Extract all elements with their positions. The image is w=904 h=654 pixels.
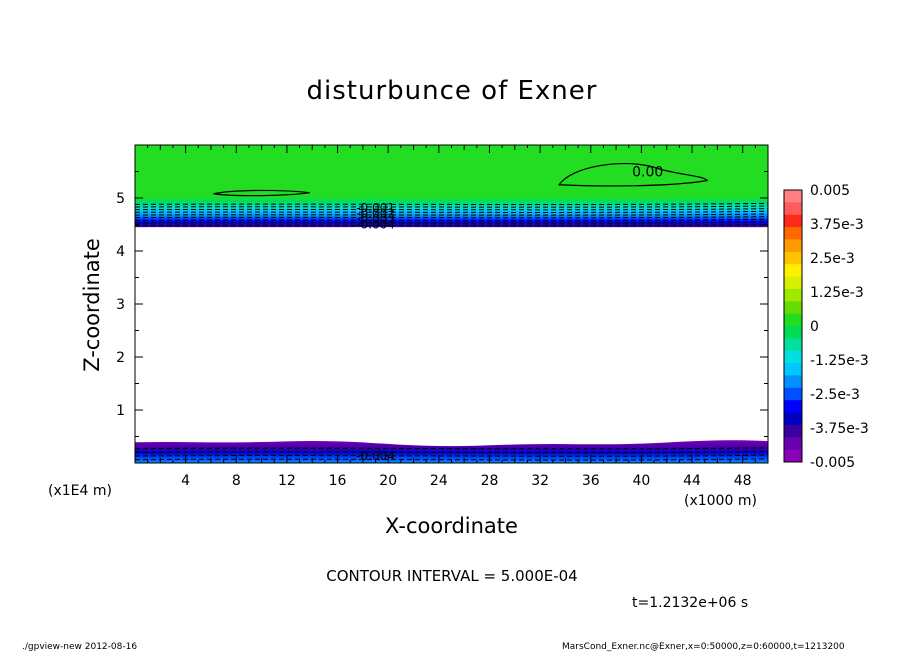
colorbar-swatch [784, 239, 802, 253]
contour-line [134, 450, 769, 454]
y-axis-unit: (x1E4 m) [48, 483, 112, 499]
contour-line [134, 454, 769, 457]
colorbar-swatch [784, 326, 802, 339]
contour-interval-label: CONTOUR INTERVAL = 5.000E-04 [326, 567, 578, 585]
contour-line [134, 202, 769, 206]
x-tick-label: 44 [683, 473, 701, 489]
zero-contour-right [558, 162, 709, 187]
contour-line [134, 218, 769, 221]
contour-line [134, 216, 769, 219]
colorbar-label: -2.5e-3 [810, 387, 860, 403]
colorbar-label: -1.25e-3 [810, 353, 869, 369]
colorbar-swatch [784, 387, 802, 401]
y-tick-label: 4 [116, 244, 125, 260]
x-tick-label: 40 [632, 473, 650, 489]
colorbar-swatch [784, 227, 802, 240]
y-tick-label: 1 [116, 403, 125, 419]
colorbar-label: 0 [810, 319, 819, 335]
y-tick-label: 2 [116, 350, 125, 366]
colorbar-swatch [784, 288, 802, 302]
x-axis-label: X-coordinate [385, 514, 518, 538]
contour-label: -0.001 [356, 201, 395, 215]
colorbar-swatch [784, 424, 802, 438]
colorbar-swatch [784, 449, 802, 463]
colorbar-frame [783, 189, 803, 463]
x-tick-label: 32 [531, 473, 549, 489]
footer-left: ./gpview-new 2012-08-16 [22, 642, 138, 652]
contour-line [134, 210, 769, 213]
colorbar-swatch [784, 400, 802, 414]
colorbar-swatch [784, 276, 802, 290]
colorbar-label: 2.5e-3 [810, 251, 855, 267]
colorbar-swatch [784, 412, 802, 426]
colorbar-swatch [784, 313, 802, 327]
x-tick-label: 36 [582, 473, 600, 489]
contour-label: -0.004 [356, 217, 395, 231]
zero-contour-left [213, 189, 310, 197]
colorbar-label: 0.005 [810, 183, 850, 199]
contour-line [134, 205, 769, 208]
colorbar-swatch [784, 338, 802, 352]
x-tick-label: 48 [734, 473, 752, 489]
lower-band [135, 440, 768, 463]
colorbar-swatch [784, 202, 802, 216]
contour-line [134, 221, 769, 224]
colorbar-swatch [784, 190, 802, 203]
colorbar-label: -0.005 [810, 455, 855, 471]
x-axis-unit: (x1000 m) [684, 493, 757, 509]
contour-label: 0.00 [632, 165, 663, 181]
contour-line [134, 447, 769, 450]
colorbar-swatch [784, 363, 802, 376]
contour-line [134, 213, 769, 216]
colorbar-swatch [784, 214, 802, 228]
colorbar-swatch [784, 251, 802, 265]
x-tick-label: 24 [430, 473, 448, 489]
chart-title: disturbunce of Exner [306, 76, 598, 106]
upper-band [135, 145, 768, 228]
colorbar-swatch [784, 375, 802, 389]
colorbar-label: 3.75e-3 [810, 217, 864, 233]
y-tick-label: 5 [116, 191, 125, 207]
colorbar-label: -3.75e-3 [810, 421, 869, 437]
colorbar-swatch [784, 301, 802, 315]
colorbar-label: 1.25e-3 [810, 285, 864, 301]
contour-line [134, 208, 769, 211]
contour-label: -0.004 [356, 449, 395, 463]
x-tick-label: 28 [481, 473, 499, 489]
x-tick-label: 12 [278, 473, 296, 489]
footer-right: MarsCond_Exner.nc@Exner,x=0:50000,z=0:60… [562, 642, 845, 652]
contour-label: -0.002 [356, 206, 395, 220]
x-tick-label: 16 [329, 473, 347, 489]
y-tick-label: 3 [116, 297, 125, 313]
x-tick-label: 8 [232, 473, 241, 489]
colorbar-swatch [784, 264, 802, 278]
contour-line [134, 224, 769, 227]
colorbar-swatch [784, 350, 802, 364]
colorbar-swatch [784, 437, 802, 451]
time-label: t=1.2132e+06 s [632, 595, 749, 611]
x-tick-label: 20 [379, 473, 397, 489]
contour-line [134, 458, 769, 461]
x-tick-label: 4 [181, 473, 190, 489]
contour-label: -0.003 [356, 212, 395, 226]
